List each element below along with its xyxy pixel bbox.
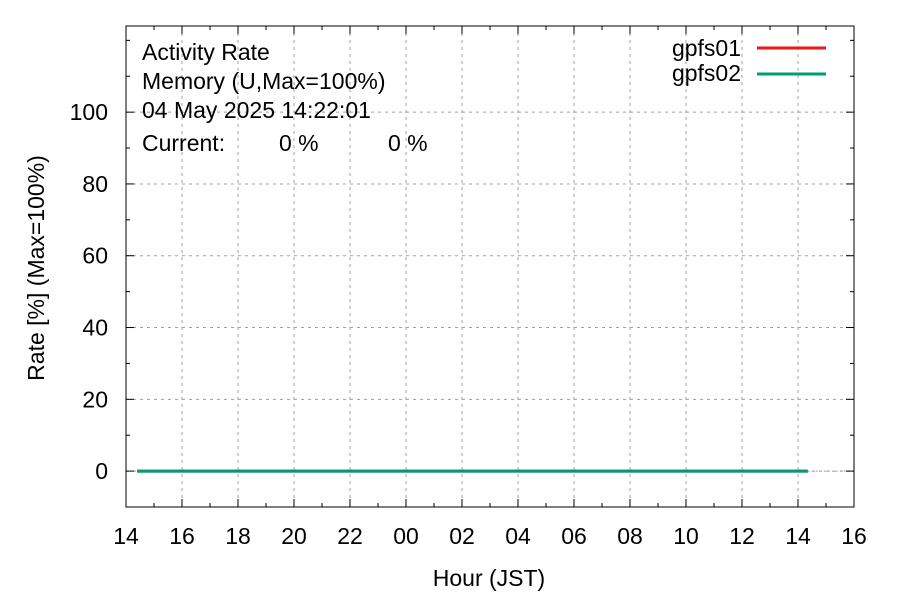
y-tick-label: 40 bbox=[82, 315, 108, 341]
title-line-1: Activity Rate bbox=[142, 39, 270, 65]
x-axis-label: Hour (JST) bbox=[433, 565, 545, 591]
x-tick-label: 14 bbox=[785, 523, 811, 549]
legend-label-gpfs02: gpfs02 bbox=[672, 60, 741, 86]
x-tick-label: 14 bbox=[113, 523, 139, 549]
x-tick-label: 02 bbox=[449, 523, 475, 549]
y-tick-label: 0 bbox=[95, 458, 108, 484]
x-tick-label: 20 bbox=[281, 523, 307, 549]
x-tick-label: 00 bbox=[393, 523, 419, 549]
current-value-gpfs01: 0 % bbox=[279, 130, 319, 156]
x-tick-label: 10 bbox=[673, 523, 699, 549]
x-tick-label: 12 bbox=[729, 523, 755, 549]
current-value-gpfs02: 0 % bbox=[388, 130, 428, 156]
y-tick-label: 80 bbox=[82, 171, 108, 197]
x-tick-label: 22 bbox=[337, 523, 363, 549]
legend-label-gpfs01: gpfs01 bbox=[672, 35, 741, 61]
y-axis-label: Rate [%] (Max=100%) bbox=[23, 155, 49, 381]
title-line-2: Memory (U,Max=100%) bbox=[142, 68, 385, 94]
title-block: Activity Rate Memory (U,Max=100%) 04 May… bbox=[142, 39, 428, 156]
x-tick-label: 04 bbox=[505, 523, 531, 549]
title-line-3: 04 May 2025 14:22:01 bbox=[142, 97, 371, 123]
y-tick-label: 60 bbox=[82, 243, 108, 269]
y-tick-label: 20 bbox=[82, 386, 108, 412]
legend: gpfs01 gpfs02 bbox=[672, 35, 826, 86]
current-label: Current: bbox=[142, 130, 225, 156]
x-tick-label: 16 bbox=[169, 523, 195, 549]
y-tick-label: 100 bbox=[70, 99, 108, 125]
x-tick-label: 06 bbox=[561, 523, 587, 549]
x-tick-label: 08 bbox=[617, 523, 643, 549]
x-tick-label: 16 bbox=[841, 523, 867, 549]
x-tick-label: 18 bbox=[225, 523, 251, 549]
axis-ticks: 14 16 18 20 22 00 02 04 06 08 10 12 14 16 0 20 40 60 80 100 bbox=[70, 26, 867, 549]
